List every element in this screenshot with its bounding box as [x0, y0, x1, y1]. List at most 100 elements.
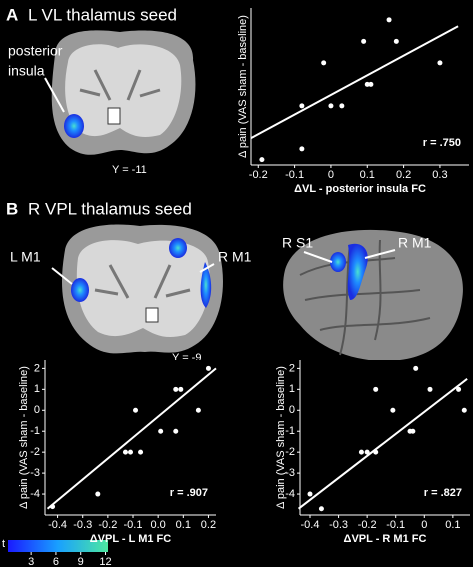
point — [321, 60, 327, 66]
x-tick-label: 0.2 — [396, 169, 411, 181]
y-axis-label: Δ pain (VAS sham - baseline) — [237, 15, 249, 158]
point — [361, 38, 367, 44]
y-axis-label: Δ pain (VAS sham - baseline) — [18, 366, 30, 509]
brain-label: R M1 — [398, 235, 432, 251]
brain-label: R M1 — [218, 249, 252, 265]
y-tick-label: -1 — [285, 425, 295, 437]
plot-area — [300, 360, 470, 515]
x-tick-label: -0.4 — [301, 519, 320, 531]
brain-label: R S1 — [282, 235, 313, 251]
panel-title: R VPL thalamus seed — [28, 199, 192, 218]
panel-title: L VL thalamus seed — [28, 5, 177, 24]
point — [299, 146, 305, 152]
point — [456, 386, 462, 392]
annotation: r = .750 — [423, 137, 461, 149]
colorbar-label: t — [2, 538, 5, 550]
point — [373, 386, 379, 392]
x-tick-label: 0.0 — [151, 519, 166, 531]
point — [364, 449, 370, 455]
y-tick-label: -3 — [30, 467, 40, 479]
point — [95, 491, 101, 497]
y-tick-label: -1 — [30, 425, 40, 437]
point — [339, 103, 345, 109]
y-tick-label: -2 — [285, 446, 295, 458]
colorbar-tick-label: 3 — [28, 556, 34, 567]
x-tick-label: 0.1 — [176, 519, 191, 531]
point — [318, 506, 324, 512]
point — [195, 407, 201, 413]
y-tick-label: 2 — [289, 362, 295, 374]
brain-label: L M1 — [10, 249, 41, 265]
point — [173, 428, 179, 434]
colorbar — [8, 540, 108, 552]
x-tick-label: -0.2 — [249, 169, 268, 181]
point — [437, 60, 443, 66]
point — [178, 386, 184, 392]
trendline — [250, 25, 459, 139]
y-tick-label: 1 — [289, 383, 295, 395]
annotation: r = .827 — [424, 487, 462, 499]
brain-label: insula — [8, 63, 45, 79]
x-tick-label: 0.1 — [445, 519, 460, 531]
panel-letter: A — [6, 5, 18, 24]
colorbar-tick-label: 6 — [53, 556, 59, 567]
x-axis-label: ΔVPL - R M1 FC — [344, 533, 427, 545]
plot-area — [45, 360, 216, 515]
y-tick-label: 2 — [34, 362, 40, 374]
x-tick-label: -0.4 — [48, 519, 67, 531]
x-tick-label: -0.3 — [73, 519, 92, 531]
point — [373, 449, 379, 455]
point — [259, 157, 265, 163]
x-tick-label: 0.3 — [432, 169, 447, 181]
trendline — [297, 378, 468, 510]
brain-slice — [44, 30, 196, 155]
colorbar-tick-label: 12 — [99, 556, 111, 567]
point — [122, 449, 128, 455]
y-tick-label: -4 — [30, 488, 40, 500]
plot-area — [251, 8, 469, 165]
point — [173, 386, 179, 392]
brain-surface — [283, 229, 463, 361]
point — [368, 81, 374, 87]
colorbar-tick-label: 9 — [78, 556, 84, 567]
point — [390, 407, 396, 413]
slice-label: Y = -11 — [112, 164, 147, 176]
panel-letter: B — [6, 199, 18, 218]
x-tick-label: 0 — [328, 169, 334, 181]
point — [386, 17, 392, 23]
brain-slice — [51, 224, 223, 354]
brain-label: posterior — [8, 43, 63, 59]
y-tick-label: 1 — [34, 383, 40, 395]
point — [410, 428, 416, 434]
point — [461, 407, 467, 413]
y-tick-label: -3 — [285, 467, 295, 479]
point — [413, 365, 419, 371]
point — [328, 103, 334, 109]
point — [427, 386, 433, 392]
point — [133, 407, 139, 413]
x-tick-label: -0.1 — [386, 519, 405, 531]
x-tick-label: 0 — [421, 519, 427, 531]
point — [358, 449, 364, 455]
y-tick-label: 0 — [289, 404, 295, 416]
y-axis-label: Δ pain (VAS sham - baseline) — [275, 366, 287, 509]
x-tick-label: 0.1 — [360, 169, 375, 181]
annotation: r = .907 — [170, 487, 208, 499]
x-tick-label: -0.1 — [285, 169, 304, 181]
x-axis-label: ΔVPL - L M1 FC — [90, 533, 172, 545]
point — [307, 491, 313, 497]
x-tick-label: -0.1 — [124, 519, 143, 531]
point — [205, 365, 211, 371]
point — [50, 504, 56, 510]
x-tick-label: -0.2 — [358, 519, 377, 531]
point — [364, 81, 370, 87]
x-tick-label: -0.3 — [329, 519, 348, 531]
point — [393, 38, 399, 44]
y-tick-label: -4 — [285, 488, 295, 500]
point — [158, 428, 164, 434]
point — [299, 103, 305, 109]
x-tick-label: 0.2 — [201, 519, 216, 531]
y-tick-label: 0 — [34, 404, 40, 416]
